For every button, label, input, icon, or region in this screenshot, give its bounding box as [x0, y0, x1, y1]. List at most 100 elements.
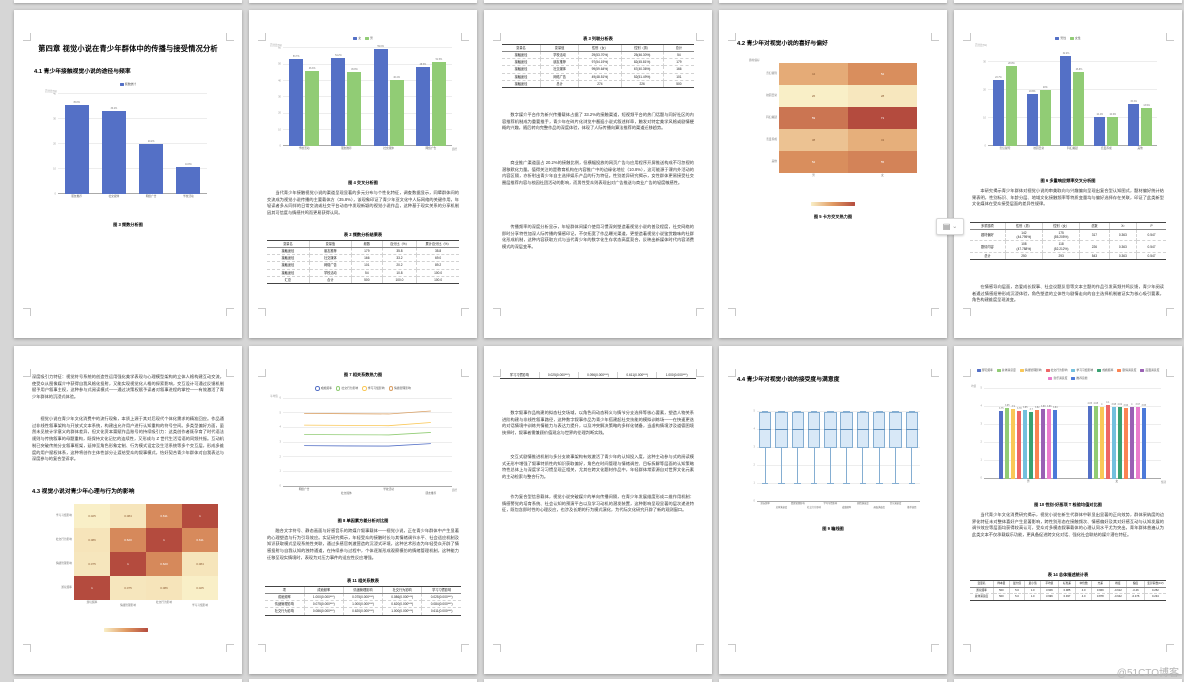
y-tick-label: 1 — [980, 458, 982, 462]
table-cell: 0.234 — [1143, 593, 1166, 601]
legend-item: 情绪管理影响 — [388, 386, 411, 391]
table-head: 多重题项 性别（男） 性别（女） 总数 X² P — [970, 222, 1166, 231]
table-descriptive-stats: 变量名 样本量 最大值 最小值 平均值 标准差 中位数 方差 峰度 偏度 变异系数(CV) 游玩频率 5… — [970, 580, 1166, 660]
partial-page-bottom[interactable] — [954, 679, 1182, 682]
gridline — [283, 129, 452, 131]
table-cell: 社交媒体 — [539, 65, 580, 74]
table-header-cell: 中位数 — [1075, 580, 1092, 588]
page-6[interactable]: 深度吸引力特征：视觉符号系统的创造性运用强化美学表现与心理模型架构的立体人格构建… — [14, 346, 242, 674]
page-9[interactable]: 4.4 青少年对视觉小说的接受度与满意度 0 1 2 3 4 5 6 游玩频率总体满意度情绪管… — [719, 346, 947, 674]
table-cell: 1.0 — [1024, 593, 1042, 601]
bar: 3.95 — [1142, 405, 1146, 479]
page-3[interactable]: 表 3 列联分析表 变量名 变量值 性别（女） 性别（男） 总计 接触途径 学校活动 29(5… — [484, 10, 712, 338]
bar: 23.7% — [992, 77, 1004, 147]
bar: 4 — [1129, 404, 1134, 479]
y-tick-label: 10 — [278, 127, 281, 131]
table-cell: 接触途径 — [267, 261, 310, 270]
page-5[interactable]: 男性 女性 百分比(%) 0 10 20 30 23.7% 28.8% 18.8% 20% 32.2%… — [954, 10, 1182, 338]
section-title-4-2: 4.2 青少年对视觉小说的喜好与偏好 — [737, 41, 828, 47]
body-paragraph: 当代青少年文化消费研究揭示，视觉小说在新生代群体中彰显出显著的正向效势，群体采纳… — [972, 512, 1164, 538]
table-tool-button[interactable]: ▤ ⌄ — [936, 218, 964, 235]
bar: 4.1 — [1105, 402, 1110, 479]
bar-value-label: 3.78 — [1017, 407, 1022, 410]
legend-item: 音乐满意度 — [1048, 376, 1067, 380]
page-7[interactable]: 图 7 相关系数热力图 成瘾频率 社交行为影响 学习习惯影响 情绪管理影响 平均值 0 1 2… — [249, 346, 477, 674]
box-whisker-cap — [892, 483, 899, 485]
figure-caption: 图 8 单因素方差分析对比图 — [337, 518, 389, 523]
table-cell: 52(51.49%) — [620, 72, 664, 81]
partial-page-top[interactable] — [14, 0, 242, 3]
table-cell: 179 — [350, 247, 383, 256]
y-tick-label: 6 — [744, 394, 755, 395]
table-cell: 67(40.36%) — [620, 65, 664, 74]
partial-page-bottom[interactable] — [14, 679, 242, 682]
table-cell: 69.0 — [416, 254, 459, 263]
box-median — [807, 429, 821, 431]
x-tick-label: 学习习惯影响 — [823, 503, 838, 505]
table-row: 剧情内容 108 (47.788%) 118 (52.212%) 226 0.363 0.… — [970, 240, 1166, 253]
table-header-cell: 社交行为影响 — [382, 586, 423, 595]
partial-page-top[interactable] — [484, 0, 712, 3]
x-tick-label: 学校活动 — [183, 195, 194, 199]
line-series — [304, 431, 431, 435]
partial-page-top[interactable] — [719, 0, 947, 3]
table-cell: 朋友推荐 — [308, 247, 352, 256]
legend-swatch — [996, 368, 1001, 372]
box-whisker-cap — [810, 483, 818, 485]
heatmap-cell: 1 — [110, 552, 146, 576]
page-8[interactable]: 学习习惯影响 0.025(0.000***) 0.096(0.000***) 0.61… — [484, 346, 712, 674]
bar: 3.7 — [1029, 409, 1034, 479]
page-2[interactable]: 女男百分比(%) 0 10 20 30 40 50 60 53.7% 46.3% 54.2% 45.8… — [249, 10, 477, 338]
table-cell: 网络广告 — [308, 261, 352, 270]
table-row: 接触途径 朋友推荐 179 35.8 35.8 — [267, 247, 459, 256]
table-header-row: 项成瘾频率 情绪管理影响 社交行为影响 学习习惯影响 — [265, 586, 461, 595]
partial-page-bottom[interactable] — [249, 679, 477, 682]
page-1[interactable]: 第四章 视觉小说在青少年群体中的传播与接受情况分析 4.1 青少年接触视觉小说的… — [14, 10, 242, 338]
box-column — [790, 394, 806, 502]
table-cell: 293 — [1041, 251, 1081, 260]
crop-mark — [493, 308, 501, 316]
bar-group: 54.2% 45.8% — [325, 48, 367, 147]
box-median — [905, 429, 919, 431]
crop-mark — [23, 308, 31, 316]
y-tick-label: 40 — [278, 78, 281, 82]
table-grid-icon: ▤ — [942, 221, 951, 231]
table-title: 表 2 频数分析结果表 — [343, 232, 383, 237]
bar: 32.2% — [1060, 53, 1072, 147]
bar-value-label: 3.75 — [999, 408, 1004, 411]
table-cell: 543 — [1079, 251, 1110, 260]
table-cell: 250 — [1004, 251, 1044, 260]
bar: 40.4% — [389, 77, 404, 147]
plot-area: 0 10 20 30 40 35.8% 33.2% 20.2% 10.8% — [53, 93, 207, 195]
partial-page-bottom[interactable] — [719, 679, 947, 682]
legend-item: 女性 — [1070, 36, 1081, 40]
page-10[interactable]: 游玩频率 总体满意度 情绪管理影响 社交行为影响 学习习惯影响 成瘾频率 剧情满意度 画面满意… — [954, 346, 1182, 674]
bar-value-label: 4 — [1101, 403, 1103, 406]
gridline — [757, 465, 920, 467]
table-cell: 成瘾频率 — [265, 593, 305, 602]
table-row: 接触途径 社交媒体 99(59.64%) 67(40.36%) 166 — [502, 65, 694, 74]
bar-value-label: 45.8% — [351, 68, 358, 71]
partial-page-top[interactable] — [249, 0, 477, 3]
heatmap-cell: 26 — [779, 85, 848, 107]
partial-page-top[interactable] — [954, 0, 1182, 3]
table-cell: 1.000(0.000***) — [303, 593, 344, 602]
legend-swatch — [335, 386, 341, 391]
bar: 20% — [1039, 87, 1051, 147]
body-paragraph: 视觉小说在青少年文化消费中的流行现象，本质上源于其对后现代个体化需求的精准回应。… — [32, 416, 224, 462]
bar-value-label: 13.9% — [1143, 104, 1150, 107]
bar-value-label: 15.1% — [1130, 101, 1137, 104]
crop-mark — [226, 33, 234, 41]
legend-swatch — [315, 386, 320, 391]
crop-mark — [461, 308, 469, 316]
partial-page-bottom[interactable] — [484, 679, 712, 682]
page-4[interactable]: 4.2 青少年对视觉小说的喜好与偏好 题材偏好 奇幻冒险 44 52 校园日常 26 28 科… — [719, 10, 947, 338]
table-cell: 25(46.30%) — [620, 51, 664, 60]
crop-mark — [1166, 369, 1174, 377]
table-header-cell: 性别（女） — [1041, 222, 1081, 231]
table-row: 接触途径 学校活动 29(53.70%) 25(46.30%) 54 — [502, 51, 694, 60]
bar-value-label: 48.5% — [419, 64, 427, 67]
y-tick-label: 50 — [278, 62, 281, 66]
gridline — [757, 429, 920, 431]
